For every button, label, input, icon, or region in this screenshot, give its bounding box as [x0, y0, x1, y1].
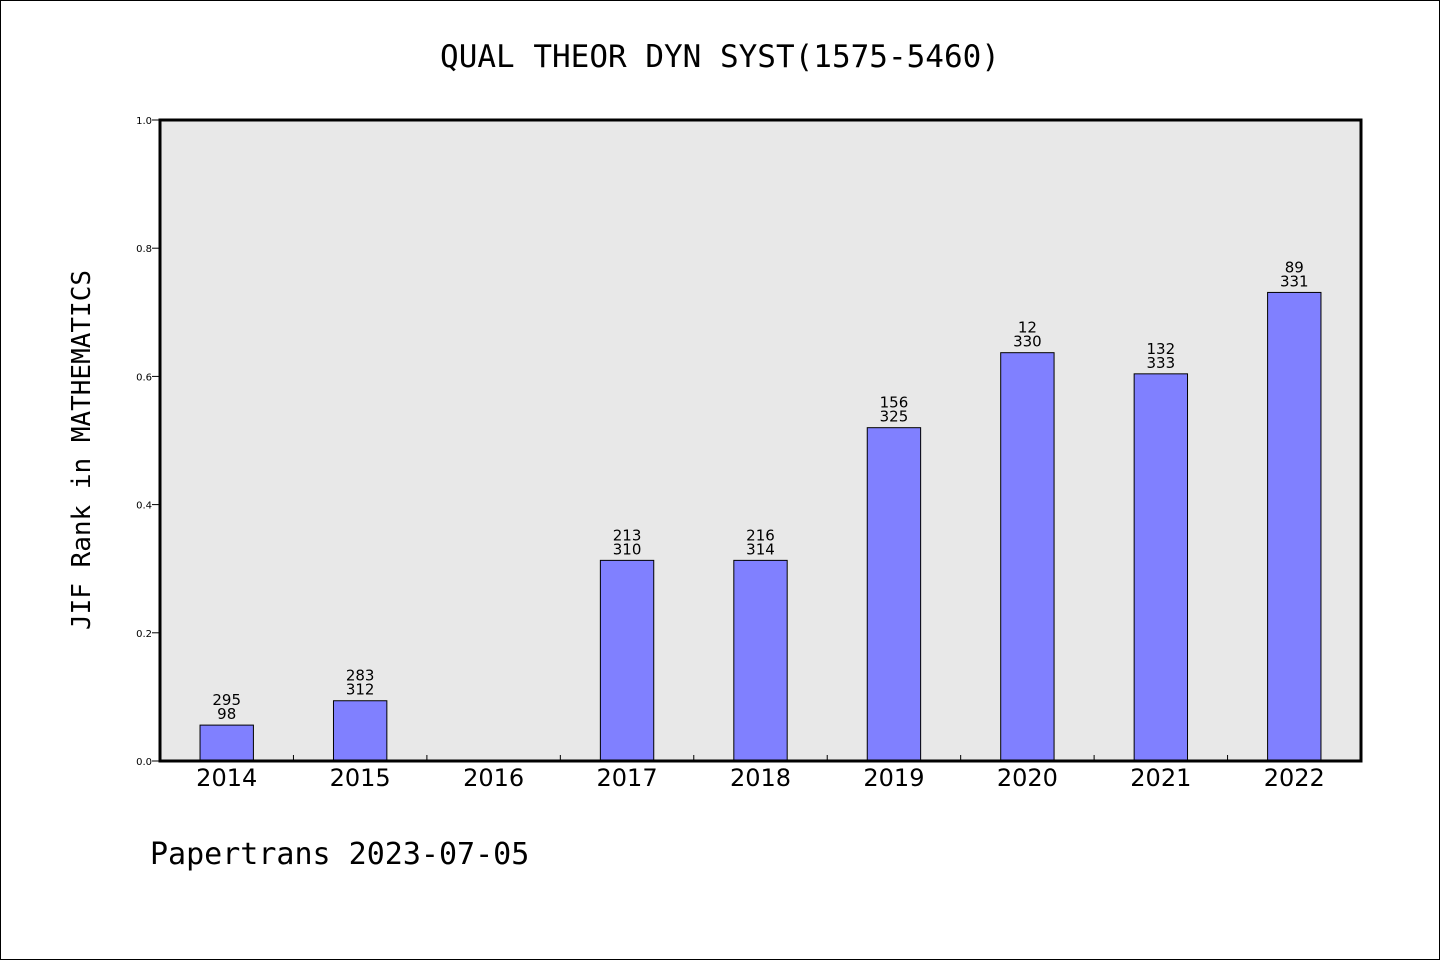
bar-2019 — [866, 427, 922, 762]
bar-2022 — [1267, 291, 1322, 762]
x-tick-label: 2016 — [463, 764, 524, 792]
x-tick-label: 2019 — [863, 764, 924, 792]
rank-label-bottom: 310 — [613, 540, 642, 558]
y-tick-label: 1.0 — [136, 116, 152, 127]
bar-2020 — [1000, 352, 1055, 762]
x-tick-label: 2021 — [1130, 764, 1191, 792]
rank-label-top: 156 — [880, 394, 909, 412]
bar-2017 — [599, 559, 655, 762]
rank-label-top: 89 — [1285, 258, 1304, 276]
rank-label-bottom: 314 — [746, 540, 775, 558]
rank-label-bottom: 331 — [1280, 272, 1309, 290]
y-tick-label: 0.4 — [136, 501, 152, 512]
bar-2018 — [733, 559, 788, 762]
rank-label-bottom: 98 — [217, 705, 236, 723]
bar-series — [199, 291, 1322, 762]
plot-border — [158, 118, 1363, 763]
y-axis: 0.0 0.2 0.4 0.6 0.8 1.0 — [136, 116, 160, 768]
x-tick-label: 2022 — [1264, 764, 1325, 792]
x-tick-label: 2015 — [330, 764, 391, 792]
rank-label-bottom: 333 — [1147, 354, 1176, 372]
x-tick-label: 2017 — [597, 764, 658, 792]
rank-label-top: 213 — [613, 526, 642, 544]
y-tick-label: 0.6 — [136, 372, 152, 383]
rank-label-top: 283 — [346, 667, 375, 685]
y-tick-label: 0.2 — [136, 629, 152, 640]
rank-label-top: 295 — [212, 691, 241, 709]
bar-2014 — [199, 724, 254, 762]
y-tick-label: 0.8 — [136, 244, 152, 255]
rank-label-bottom: 312 — [346, 681, 375, 699]
y-axis-label: JIF Rank in MATHEMATICS — [67, 270, 97, 630]
bar-2015 — [332, 700, 388, 762]
rank-label-top: 132 — [1147, 340, 1176, 358]
bar-2021 — [1133, 373, 1189, 762]
rank-label-bottom: 330 — [1013, 333, 1042, 351]
footer-text: Papertrans 2023-07-05 — [150, 837, 529, 872]
rank-label-bottom: 325 — [880, 408, 909, 426]
x-tick-label: 2014 — [196, 764, 257, 792]
y-tick-label: 0.0 — [136, 757, 152, 768]
chart-title: QUAL THEOR DYN SYST(1575-5460) — [440, 39, 1000, 75]
x-axis: 2014 2015 2016 2017 2018 2019 2020 2021 2022 — [196, 755, 1325, 792]
rank-label-top: 12 — [1018, 319, 1037, 337]
x-tick-label: 2018 — [730, 764, 791, 792]
rank-label-top: 216 — [746, 526, 775, 544]
x-tick-label: 2020 — [997, 764, 1058, 792]
